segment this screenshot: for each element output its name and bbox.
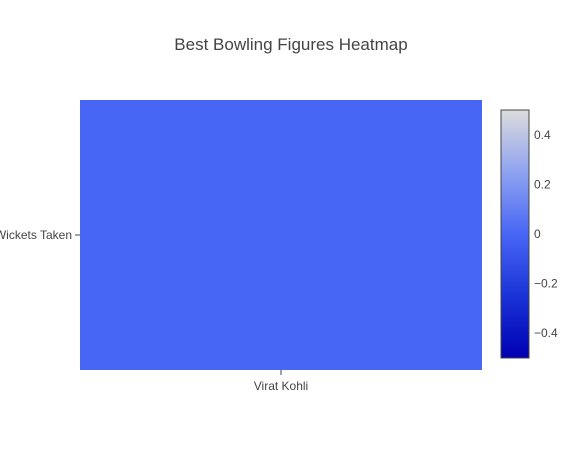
colorbar-tick-label: 0.2 [534,177,551,191]
colorbar[interactable]: 0.4 0.2 0 −0.2 −0.4 [500,109,558,359]
colorbar-tick-label: −0.2 [534,277,558,291]
x-tick-label: Virat Kohli [254,379,308,393]
colorbar-tick-label: −0.4 [534,326,558,340]
plot-area [80,100,482,370]
colorbar-tick-label: 0.4 [534,128,551,142]
axes: Virat Kohli Wickets Taken [0,228,308,393]
heatmap-cell[interactable] [80,100,482,370]
y-tick-label: Wickets Taken [0,228,72,242]
colorbar-gradient [500,109,530,359]
colorbar-tick-label: 0 [534,227,541,241]
chart-title: Best Bowling Figures Heatmap [174,35,407,54]
